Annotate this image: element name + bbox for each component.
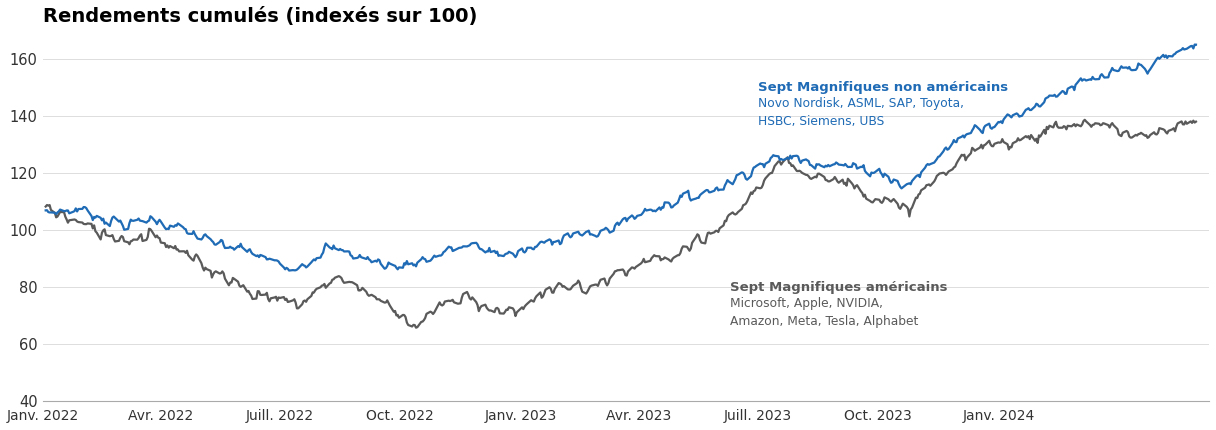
Text: Rendements cumulés (indexés sur 100): Rendements cumulés (indexés sur 100) xyxy=(43,7,478,26)
Text: Sept Magnifiques américains: Sept Magnifiques américains xyxy=(730,281,947,294)
Text: Sept Magnifiques non américains: Sept Magnifiques non américains xyxy=(758,81,1008,95)
Text: Microsoft, Apple, NVIDIA,
Amazon, Meta, Tesla, Alphabet: Microsoft, Apple, NVIDIA, Amazon, Meta, … xyxy=(730,297,918,328)
Text: Novo Nordisk, ASML, SAP, Toyota,
HSBC, Siemens, UBS: Novo Nordisk, ASML, SAP, Toyota, HSBC, S… xyxy=(758,97,963,128)
